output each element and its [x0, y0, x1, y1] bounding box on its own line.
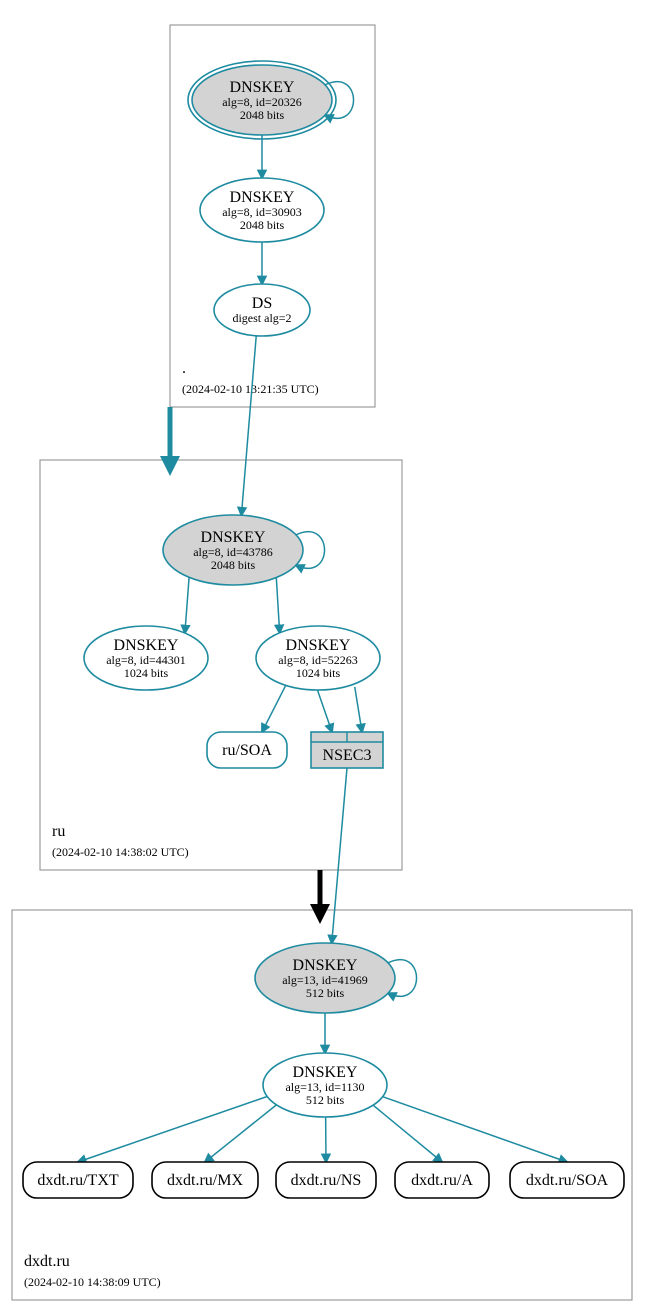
dnssec-diagram: . (2024-02-10 13:21:35 UTC) ru (2024-02-10 …: [0, 0, 647, 1304]
node-ruSOA: ru/SOA: [207, 732, 287, 768]
node-line3: 1024 bits: [124, 666, 169, 680]
zone-label: ru: [52, 823, 65, 840]
node-line2: alg=8, id=20326: [222, 95, 302, 109]
record-label: dxdt.ru/NS: [291, 1172, 362, 1189]
node-nsec3: NSEC3: [311, 732, 383, 768]
node-line3: 2048 bits: [211, 558, 256, 572]
node-title: DNSKEY: [114, 637, 179, 654]
edge: [276, 578, 279, 633]
edge: [262, 685, 286, 732]
node-ruKey2: DNSKEYalg=8, id=443011024 bits: [84, 626, 208, 690]
zone-timestamp: (2024-02-10 13:21:35 UTC): [182, 382, 319, 396]
node-dxTXT: dxdt.ru/TXT: [23, 1162, 133, 1198]
node-ruKey1: DNSKEYalg=8, id=437862048 bits: [163, 515, 303, 585]
node-line3: 2048 bits: [240, 218, 285, 232]
node-dxMX: dxdt.ru/MX: [152, 1162, 258, 1198]
node-rootKey2: DNSKEYalg=8, id=309032048 bits: [200, 178, 324, 242]
record-label: dxdt.ru/A: [411, 1172, 473, 1189]
node-title: DNSKEY: [230, 79, 295, 96]
zone-timestamp: (2024-02-10 14:38:02 UTC): [52, 845, 189, 859]
edge: [355, 687, 362, 732]
record-label: ru/SOA: [222, 742, 272, 759]
node-dxA: dxdt.ru/A: [395, 1162, 489, 1198]
edge: [185, 577, 189, 633]
node-line2: alg=8, id=30903: [222, 205, 302, 219]
node-title: DS: [252, 295, 272, 312]
edge: [317, 690, 332, 732]
node-title: DNSKEY: [230, 189, 295, 206]
edge: [205, 1105, 276, 1162]
node-line3: 512 bits: [306, 986, 345, 1000]
node-rootDS: DSdigest alg=2: [214, 284, 310, 336]
edge: [241, 336, 256, 515]
node-line2: digest alg=2: [232, 311, 291, 325]
edge: [332, 768, 347, 943]
node-title: DNSKEY: [286, 637, 351, 654]
node-rootKey1: DNSKEYalg=8, id=203262048 bits: [188, 61, 336, 139]
zone-label: .: [182, 360, 186, 377]
node-ruKey3: DNSKEYalg=8, id=522631024 bits: [256, 626, 380, 690]
node-line2: alg=8, id=52263: [278, 653, 358, 667]
node-line3: 512 bits: [306, 1093, 345, 1107]
node-dxSOA: dxdt.ru/SOA: [510, 1162, 624, 1198]
node-dxKey1: DNSKEYalg=13, id=41969512 bits: [255, 943, 395, 1013]
node-line2: alg=8, id=44301: [106, 653, 186, 667]
zone-timestamp: (2024-02-10 14:38:09 UTC): [24, 1275, 161, 1289]
node-dxNS: dxdt.ru/NS: [276, 1162, 376, 1198]
edge: [78, 1096, 267, 1162]
node-line3: 2048 bits: [240, 108, 285, 122]
nsec3-label: NSEC3: [323, 747, 372, 764]
node-line3: 1024 bits: [296, 666, 341, 680]
node-line2: alg=13, id=1130: [285, 1080, 364, 1094]
edge: [383, 1097, 567, 1162]
zone-label: dxdt.ru: [24, 1253, 70, 1270]
record-label: dxdt.ru/SOA: [526, 1172, 609, 1189]
node-title: DNSKEY: [293, 1064, 358, 1081]
nodes-layer: DNSKEYalg=8, id=203262048 bitsDNSKEYalg=…: [23, 61, 624, 1198]
node-title: DNSKEY: [293, 957, 358, 974]
node-line2: alg=8, id=43786: [193, 545, 273, 559]
node-dxKey2: DNSKEYalg=13, id=1130512 bits: [263, 1053, 387, 1117]
node-title: DNSKEY: [201, 529, 266, 546]
record-label: dxdt.ru/TXT: [37, 1172, 119, 1189]
node-line2: alg=13, id=41969: [282, 973, 368, 987]
record-label: dxdt.ru/MX: [167, 1172, 243, 1189]
